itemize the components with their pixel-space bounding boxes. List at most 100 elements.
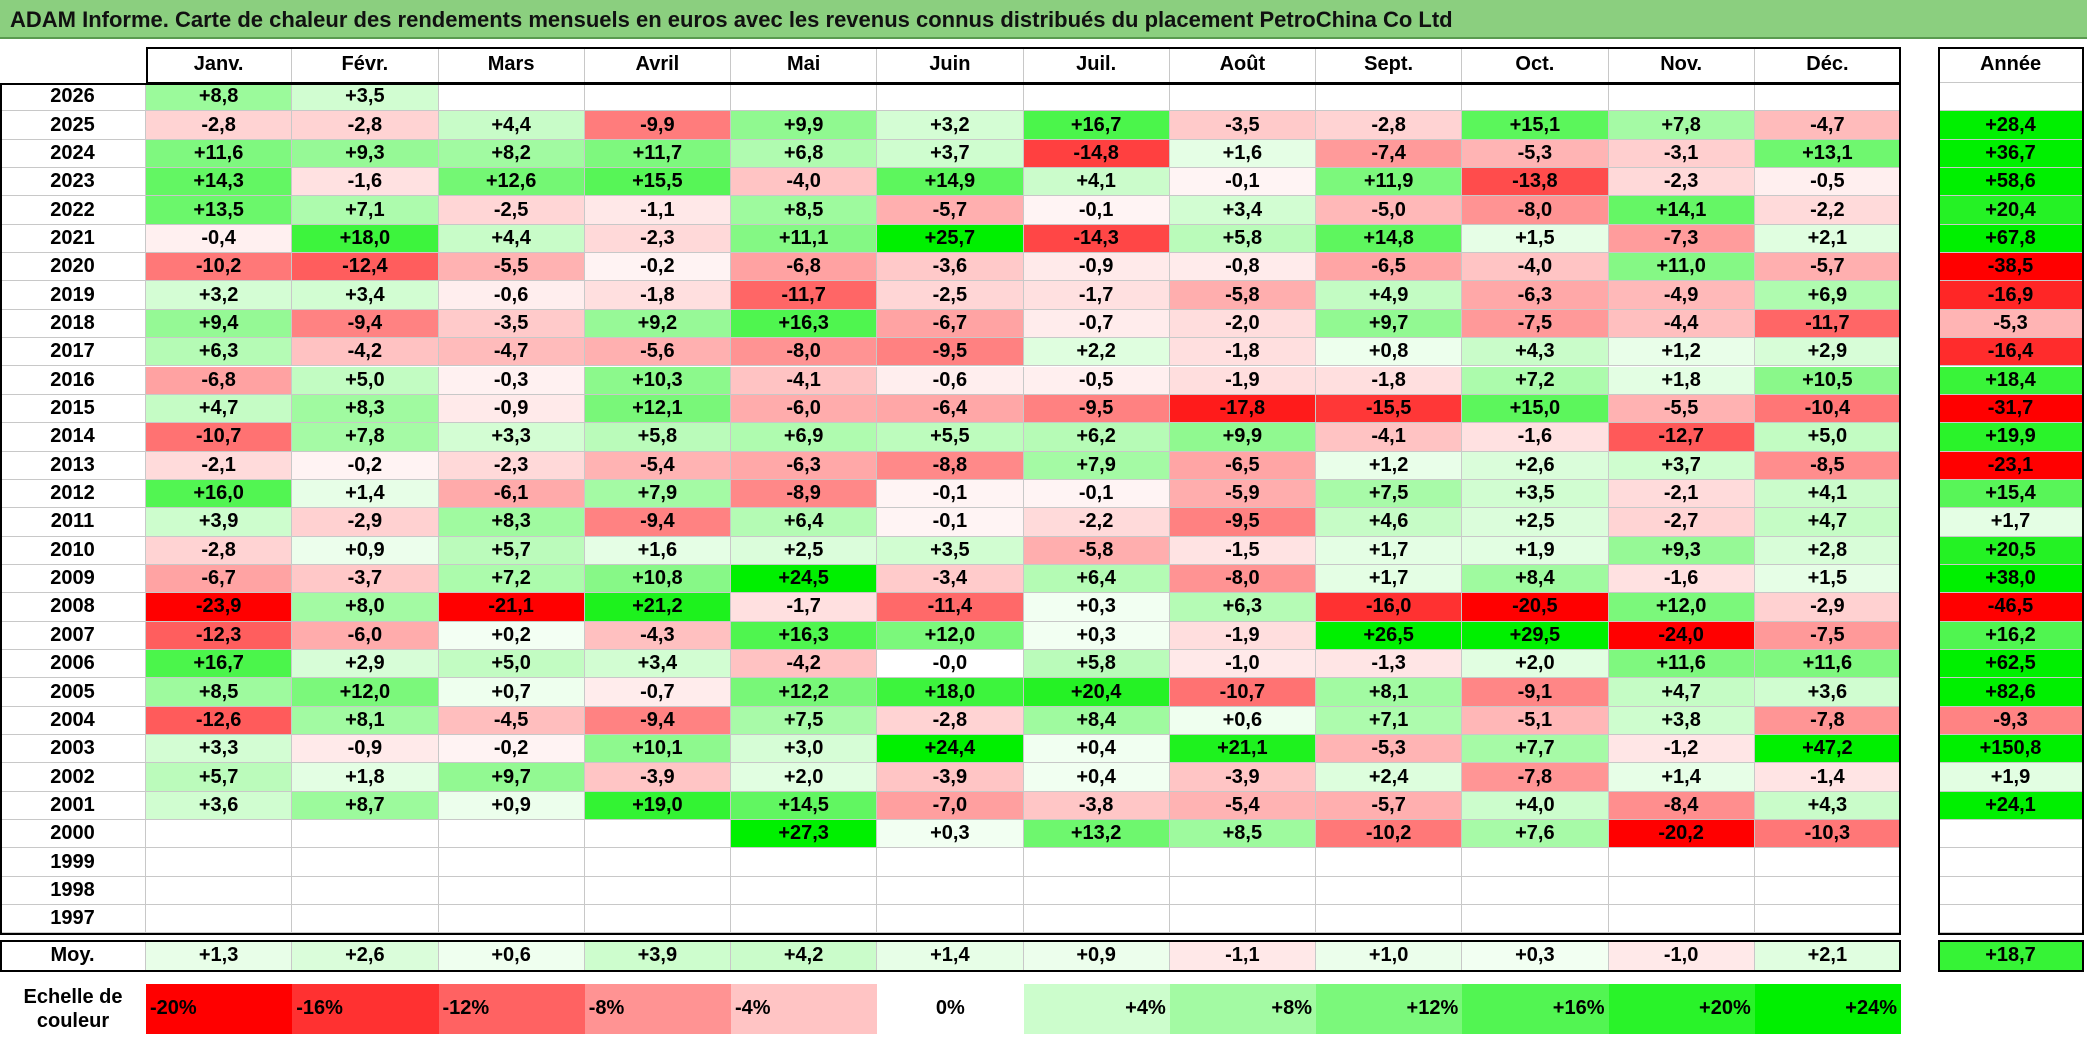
annual-cell: +1,7	[1938, 508, 2084, 537]
heatmap-cell	[438, 820, 585, 849]
scale-swatch: +24%	[1754, 983, 1901, 1034]
heatmap-cell: -9,5	[1169, 508, 1316, 537]
heatmap-cell: +3,5	[292, 83, 439, 112]
heatmap-cell: -6,4	[877, 394, 1024, 424]
heatmap-cell: +2,8	[1754, 536, 1901, 565]
heatmap-cell: -5,8	[1023, 536, 1170, 565]
heatmap-cell: +8,3	[438, 508, 585, 537]
annual-cell: +20,4	[1938, 196, 2084, 225]
heatmap-cell: +2,0	[1462, 650, 1609, 679]
year-label: 2003	[0, 735, 146, 764]
heatmap-cell: +4,7	[1754, 508, 1901, 537]
heatmap-cell: +0,3	[1023, 593, 1170, 622]
heatmap-cell	[584, 876, 731, 906]
heatmap-cell	[1608, 848, 1755, 877]
heatmap-cell: -3,8	[1023, 791, 1170, 821]
heatmap-cell: +21,2	[584, 593, 731, 622]
heatmap-cell: -16,0	[1316, 593, 1463, 622]
heatmap-cell: -4,2	[292, 338, 439, 367]
year-label: 1997	[0, 905, 146, 934]
heatmap-cell: +5,8	[1023, 650, 1170, 679]
heatmap-cell	[292, 905, 439, 934]
average-label: Moy.	[0, 939, 146, 972]
annual-cell	[1938, 876, 2084, 906]
heatmap-cell: +6,3	[146, 338, 293, 367]
scale-swatch: 0%	[877, 983, 1024, 1034]
heatmap-cell: +7,9	[584, 479, 731, 509]
heatmap-cell	[1169, 905, 1316, 934]
heatmap-cell: +5,0	[438, 650, 585, 679]
heatmap-cell: -11,7	[731, 281, 878, 310]
heatmap-cell: +1,6	[584, 536, 731, 565]
scale-swatch: -16%	[292, 983, 439, 1034]
heatmap-cell: -2,8	[292, 111, 439, 140]
heatmap-cell: -2,8	[146, 536, 293, 565]
average-cell: +2,6	[292, 939, 439, 972]
heatmap-cell: +4,4	[438, 224, 585, 254]
heatmap-cell	[584, 820, 731, 849]
year-label: 2017	[0, 338, 146, 367]
heatmap-cell: +7,2	[1462, 366, 1609, 395]
heatmap-cell: -0,0	[877, 650, 1024, 679]
annual-cell: -31,7	[1938, 394, 2084, 424]
heatmap-cell: -2,1	[1608, 479, 1755, 509]
year-label: 2006	[0, 650, 146, 679]
heatmap-cell: -10,7	[1169, 678, 1316, 707]
heatmap-cell: -10,2	[146, 253, 293, 282]
average-cell: -1,0	[1608, 939, 1755, 972]
heatmap-cell: -5,3	[1462, 139, 1609, 169]
heatmap-cell	[1754, 848, 1901, 877]
heatmap-cell: +7,5	[1316, 479, 1463, 509]
heatmap-cell: +3,5	[877, 536, 1024, 565]
heatmap-cell: +2,5	[1462, 508, 1609, 537]
year-label: 2025	[0, 111, 146, 140]
heatmap-cell: -4,5	[438, 706, 585, 736]
annual-cell: -5,3	[1938, 309, 2084, 339]
heatmap-cell: +3,9	[146, 508, 293, 537]
scale-swatch: +20%	[1608, 983, 1755, 1034]
heatmap-cell: -9,9	[584, 111, 731, 140]
heatmap-cell: +9,7	[1316, 309, 1463, 339]
heatmap-cell: +4,9	[1316, 281, 1463, 310]
annual-cell: -9,3	[1938, 706, 2084, 736]
heatmap-cell: -5,3	[1316, 735, 1463, 764]
heatmap-cell: +3,4	[292, 281, 439, 310]
heatmap-cell: +0,3	[877, 820, 1024, 849]
scale-label-line2: couleur	[36, 1009, 110, 1032]
heatmap-cell: -8,0	[1169, 564, 1316, 594]
heatmap-cell: +8,3	[292, 394, 439, 424]
heatmap-cell: -2,3	[438, 451, 585, 480]
heatmap-cell: +12,2	[731, 678, 878, 707]
annual-cell: -16,4	[1938, 338, 2084, 367]
heatmap-table: Janv. Févr. Mars Avril Mai Juin Juil. Août Sept.…	[0, 39, 2087, 1037]
heatmap-cell: -11,7	[1754, 309, 1901, 339]
year-label: 2023	[0, 168, 146, 197]
heatmap-cell: +4,3	[1462, 338, 1609, 367]
scale-swatch: +12%	[1316, 983, 1463, 1034]
year-label: 1999	[0, 848, 146, 877]
average-cell: +0,9	[1023, 939, 1170, 972]
heatmap-cell: +6,4	[1023, 564, 1170, 594]
heatmap-cell: -2,9	[1754, 593, 1901, 622]
heatmap-cell: +14,5	[731, 791, 878, 821]
year-label: 1998	[0, 876, 146, 906]
heatmap-cell: -6,7	[877, 309, 1024, 339]
heatmap-cell: -5,4	[1169, 791, 1316, 821]
heatmap-cell	[146, 905, 293, 934]
heatmap-cell	[292, 876, 439, 906]
heatmap-cell	[1608, 83, 1755, 112]
heatmap-cell: -0,2	[584, 253, 731, 282]
heatmap-cell: -1,5	[1169, 536, 1316, 565]
heatmap-cell: +11,7	[584, 139, 731, 169]
heatmap-cell: -2,8	[877, 706, 1024, 736]
heatmap-cell: +9,9	[731, 111, 878, 140]
heatmap-cell: +1,7	[1316, 536, 1463, 565]
average-cell: +1,3	[146, 939, 293, 972]
heatmap-cell: +13,5	[146, 196, 293, 225]
heatmap-cell: -2,1	[146, 451, 293, 480]
heatmap-cell: +12,6	[438, 168, 585, 197]
heatmap-cell: +5,8	[584, 423, 731, 452]
heatmap-cell: +4,7	[146, 394, 293, 424]
heatmap-cell: -2,7	[1608, 508, 1755, 537]
heatmap-cell: -3,9	[1169, 763, 1316, 792]
